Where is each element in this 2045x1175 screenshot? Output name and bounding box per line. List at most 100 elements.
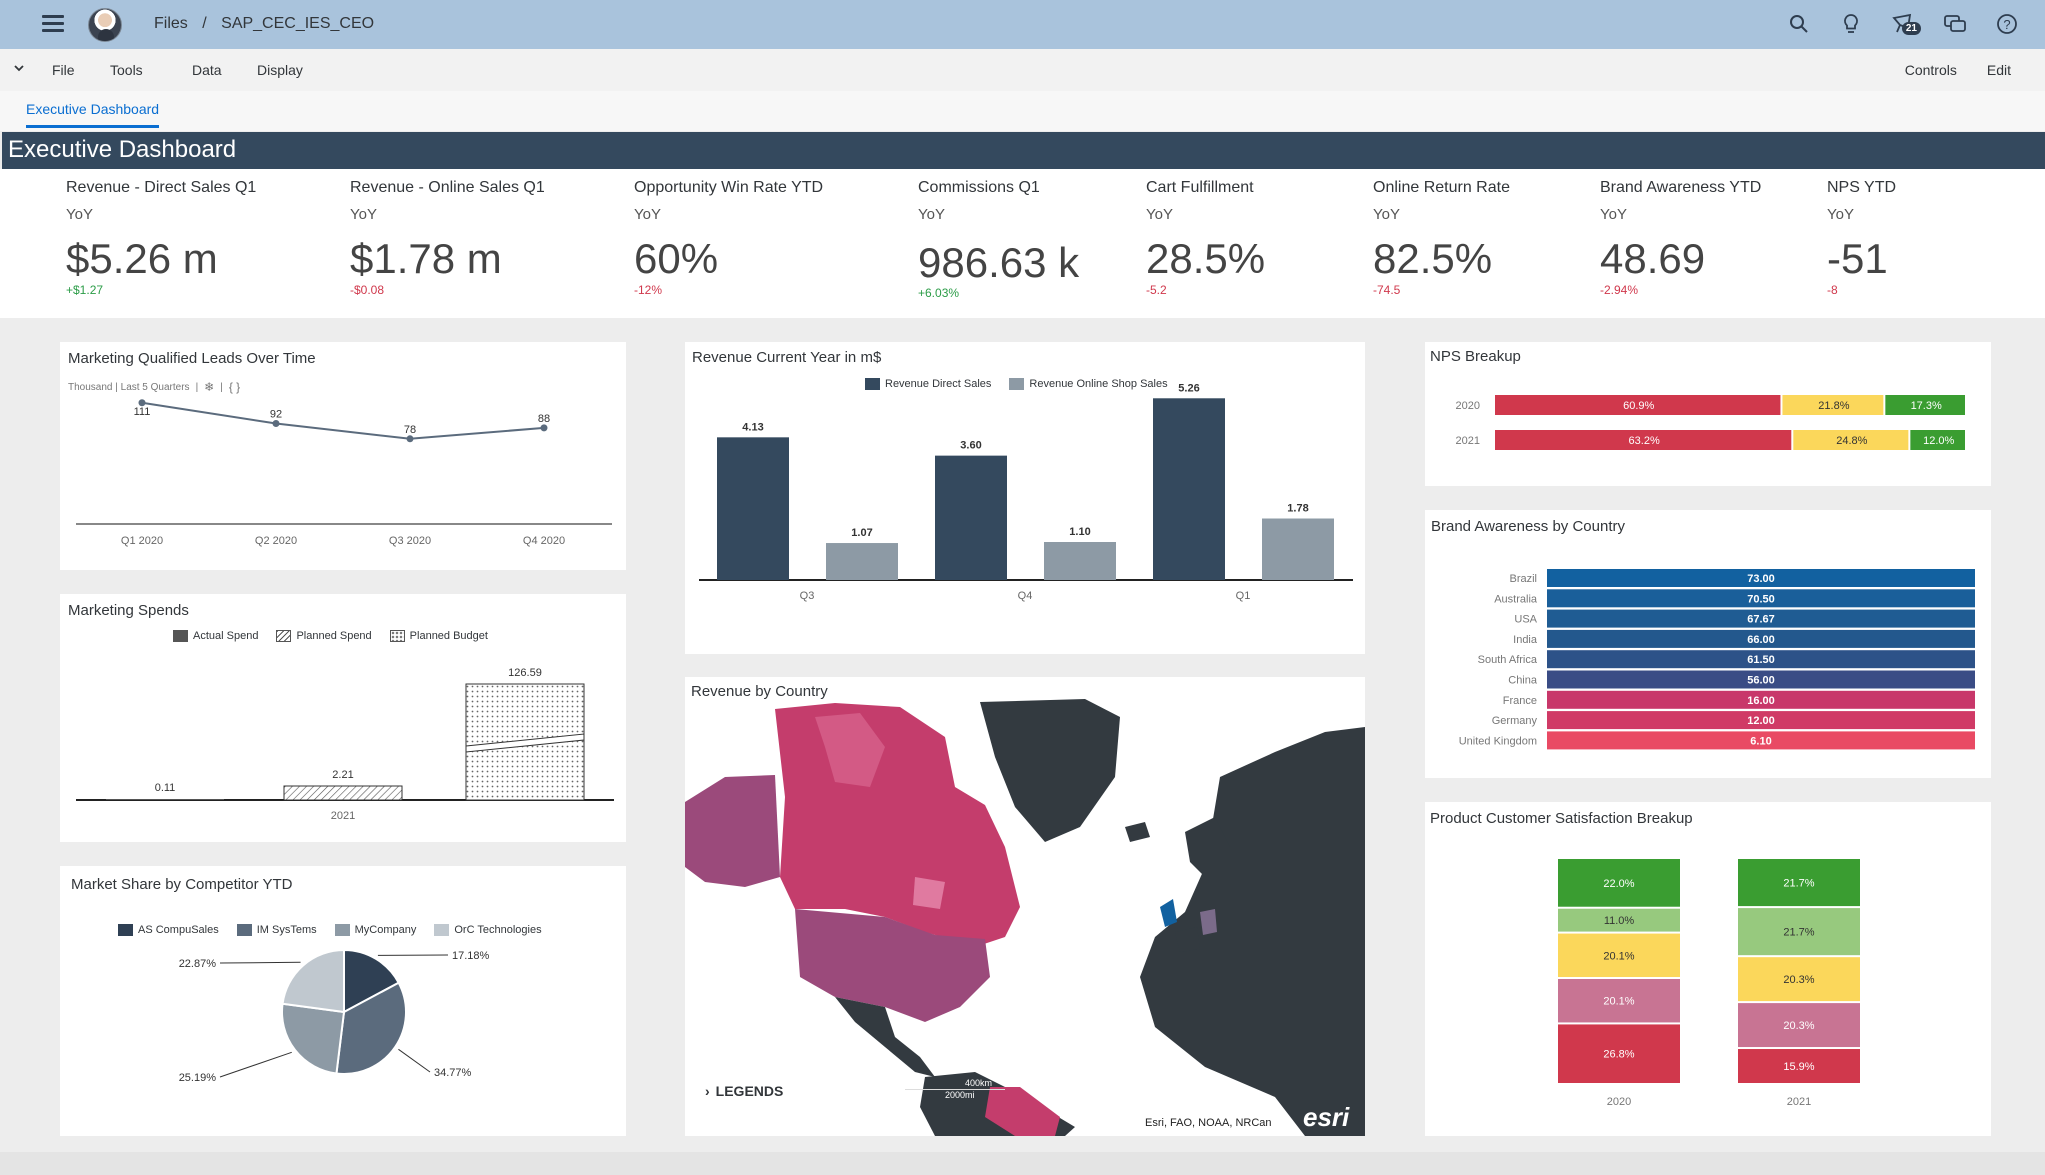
data-label: 6.10 xyxy=(1750,735,1771,747)
legends-toggle[interactable]: › LEGENDS xyxy=(705,1083,783,1099)
revenue-card[interactable]: Revenue Current Year in m$ Revenue Direc… xyxy=(685,342,1365,654)
data-label: 12.0% xyxy=(1923,435,1954,447)
bar xyxy=(1547,609,1975,628)
csat-card[interactable]: Product Customer Satisfaction Breakup 26… xyxy=(1425,802,1991,1136)
breadcrumb-files[interactable]: Files xyxy=(154,15,188,32)
marketshare-card[interactable]: Market Share by Competitor YTD AS CompuS… xyxy=(60,866,626,1136)
bar-segment xyxy=(1738,957,1860,1002)
leader-line xyxy=(219,1051,292,1078)
map-region-arctic-islands[interactable] xyxy=(815,713,885,787)
map-region-greenland[interactable] xyxy=(980,699,1120,842)
spends-card[interactable]: Marketing Spends Actual Spend Planned Sp… xyxy=(60,594,626,842)
kpi-yoy: YoY xyxy=(350,206,377,223)
bar-segment xyxy=(1738,1003,1860,1048)
data-label: 24.8% xyxy=(1836,435,1867,447)
legend-label: Revenue Direct Sales xyxy=(885,378,992,390)
controls-button[interactable]: Controls xyxy=(1904,62,1957,78)
map-region-iceland[interactable] xyxy=(1125,822,1150,842)
axis-break xyxy=(465,733,585,753)
lightbulb-icon[interactable] xyxy=(1839,12,1863,36)
breadcrumb-file: SAP_CEC_IES_CEO xyxy=(221,15,375,32)
map-region-mexico[interactable] xyxy=(835,997,935,1077)
map-region-france[interactable] xyxy=(1175,927,1200,952)
legend-item[interactable]: OrC Technologies xyxy=(434,924,542,936)
formula-icon[interactable]: { } xyxy=(228,380,241,394)
legend-item[interactable]: IM SysTems xyxy=(236,924,317,936)
data-label: 1.10 xyxy=(1069,526,1090,538)
revenue-bar-chart: 4.13 1.07 Q3 3.60 1.10 Q4 5.26 1.78 Q1 xyxy=(699,382,1353,602)
menu-file[interactable]: File xyxy=(52,62,75,78)
chart-subtitle: Thousand | Last 5 Quarters xyxy=(68,381,190,393)
bar xyxy=(1547,589,1975,608)
map-region-usa[interactable] xyxy=(795,909,990,1022)
snowflake-icon[interactable]: ❄ xyxy=(204,380,215,394)
data-label: 0.11 xyxy=(155,782,176,794)
data-label: 4.13 xyxy=(742,421,763,433)
nps-card[interactable]: NPS Breakup 2020 60.9% 21.8% 17.3% 2021 63.2%… xyxy=(1425,342,1991,486)
search-icon[interactable] xyxy=(1787,12,1811,36)
avatar[interactable] xyxy=(88,8,122,42)
data-label: 22.0% xyxy=(1603,878,1634,890)
map-region-eurasia-africa[interactable] xyxy=(1140,727,1365,1136)
chart-title: Revenue Current Year in m$ xyxy=(692,349,882,366)
legend-label: Actual Spend xyxy=(193,630,259,642)
data-label: 20.3% xyxy=(1783,974,1814,986)
map-region-brazil[interactable] xyxy=(985,1087,1060,1136)
menu-icon[interactable] xyxy=(42,15,64,33)
kpi-yoy: YoY xyxy=(1146,206,1173,223)
bar xyxy=(717,437,789,580)
map-region-canada[interactable] xyxy=(775,703,1020,947)
chart-separator: | xyxy=(195,381,199,393)
chevron-down-icon[interactable] xyxy=(12,61,26,80)
legend-item[interactable]: MyCompany xyxy=(334,924,416,936)
legend-item[interactable]: Planned Budget xyxy=(389,630,488,642)
data-label: 56.00 xyxy=(1747,675,1775,687)
data-label: 17.18% xyxy=(452,950,490,962)
nps-bar-chart: 2020 60.9% 21.8% 17.3% 2021 63.2% 24.8% 12.0% xyxy=(1456,395,1965,450)
map-card[interactable]: Revenue by Country › LEGENDS 400km 2000 xyxy=(685,677,1365,1136)
edit-button[interactable]: Edit xyxy=(1986,62,2011,78)
breadcrumb: Files / SAP_CEC_IES_CEO xyxy=(154,15,384,33)
kpi-title: Online Return Rate xyxy=(1373,179,1510,196)
chevron-right-icon: › xyxy=(705,1083,710,1099)
esri-logo: esri xyxy=(1303,1102,1350,1132)
tick-label: Q4 2020 xyxy=(523,535,565,547)
shell-bar: Files / SAP_CEC_IES_CEO 21 ? xyxy=(0,0,2045,49)
legend-item[interactable]: Revenue Direct Sales xyxy=(865,378,991,390)
menu-display[interactable]: Display xyxy=(257,62,303,78)
data-label: 2.21 xyxy=(332,769,353,781)
help-icon[interactable]: ? xyxy=(1995,12,2019,36)
notifications-icon[interactable]: 21 xyxy=(1891,12,1921,36)
map-region-alaska[interactable] xyxy=(685,775,780,887)
chat-icon[interactable] xyxy=(1943,12,1967,36)
data-label: 34.77% xyxy=(434,1067,472,1079)
chart-title: Product Customer Satisfaction Breakup xyxy=(1430,810,1693,827)
map-region-hudson[interactable] xyxy=(913,877,945,909)
bar xyxy=(1547,731,1975,750)
bar-segment xyxy=(1738,859,1860,907)
data-point xyxy=(138,399,146,407)
tick-label: India xyxy=(1513,634,1538,646)
tick-label: France xyxy=(1503,695,1537,707)
map-region-germany[interactable] xyxy=(1200,909,1217,935)
legend-item[interactable]: Revenue Online Shop Sales xyxy=(1009,378,1168,390)
legend-item[interactable]: AS CompuSales xyxy=(118,924,219,936)
mql-card[interactable]: Marketing Qualified Leads Over Time Thou… xyxy=(60,342,626,570)
chart-title: Brand Awareness by Country xyxy=(1431,518,1625,535)
map-region-scandinavia[interactable] xyxy=(1185,817,1230,877)
map-region-uk[interactable] xyxy=(1160,899,1177,927)
menu-data[interactable]: Data xyxy=(192,62,222,78)
pie-slice xyxy=(335,981,407,1075)
data-label: 21.8% xyxy=(1818,400,1849,412)
legend-item[interactable]: Actual Spend xyxy=(173,630,258,642)
data-label: 61.50 xyxy=(1747,654,1775,666)
tab-executive-dashboard[interactable]: Executive Dashboard xyxy=(26,101,160,128)
tick-label: Q1 2020 xyxy=(121,535,163,547)
menu-tools[interactable]: Tools xyxy=(110,62,143,78)
notification-badge: 21 xyxy=(1901,22,1921,35)
world-map[interactable] xyxy=(685,677,1365,1136)
data-label: 22.87% xyxy=(179,958,217,970)
brand-card[interactable]: Brand Awareness by Country Brazil 73.00 Au… xyxy=(1425,510,1991,778)
legend-item[interactable]: Planned Spend xyxy=(276,630,372,642)
leader-line xyxy=(219,961,301,964)
